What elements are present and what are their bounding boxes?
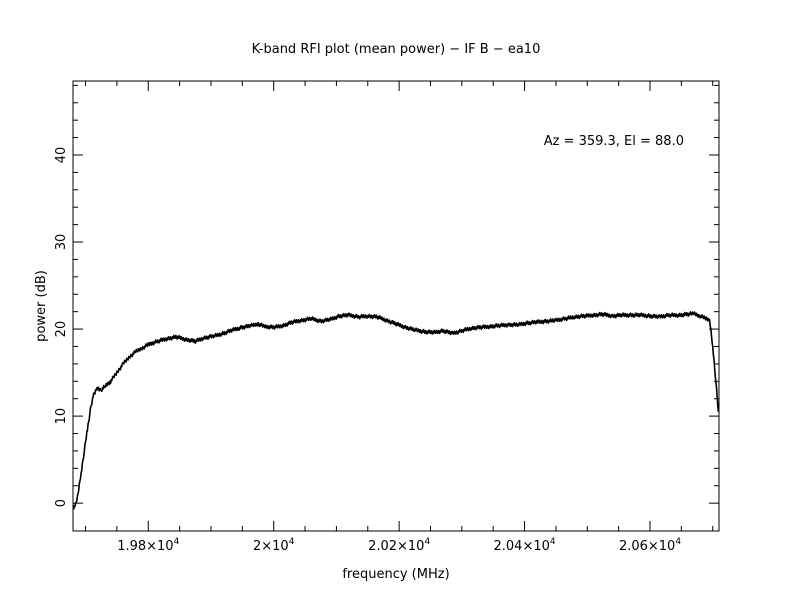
x-tick-label: 1.98×104 (117, 537, 179, 554)
y-tick-label: 20 (54, 321, 69, 338)
series-layer (72, 311, 720, 510)
y-tick-label: 10 (54, 408, 69, 425)
x-tick-label: 2×104 (253, 537, 295, 554)
plot-frame (72, 80, 720, 532)
y-tick-label: 40 (54, 147, 69, 164)
x-tick-label: 2.02×104 (368, 537, 430, 554)
axis-ticks (73, 81, 719, 531)
x-tick-label: 2.04×104 (494, 537, 556, 554)
x-tick-label: 2.06×104 (619, 537, 681, 554)
x-axis-label: frequency (MHz) (342, 567, 449, 582)
power-series-line (72, 311, 720, 510)
y-tick-label: 30 (54, 234, 69, 251)
tick-labels: 1.98×104 2×104 2.02×104 2.04×104 2.06×104 0 10… (54, 147, 681, 554)
chart-title: K-band RFI plot (mean power) − IF B − ea… (252, 42, 541, 57)
y-tick-label: 0 (54, 499, 69, 507)
y-axis-label: power (dB) (34, 270, 49, 342)
annotation-az-el: Az = 359.3, El = 88.0 (544, 134, 684, 149)
